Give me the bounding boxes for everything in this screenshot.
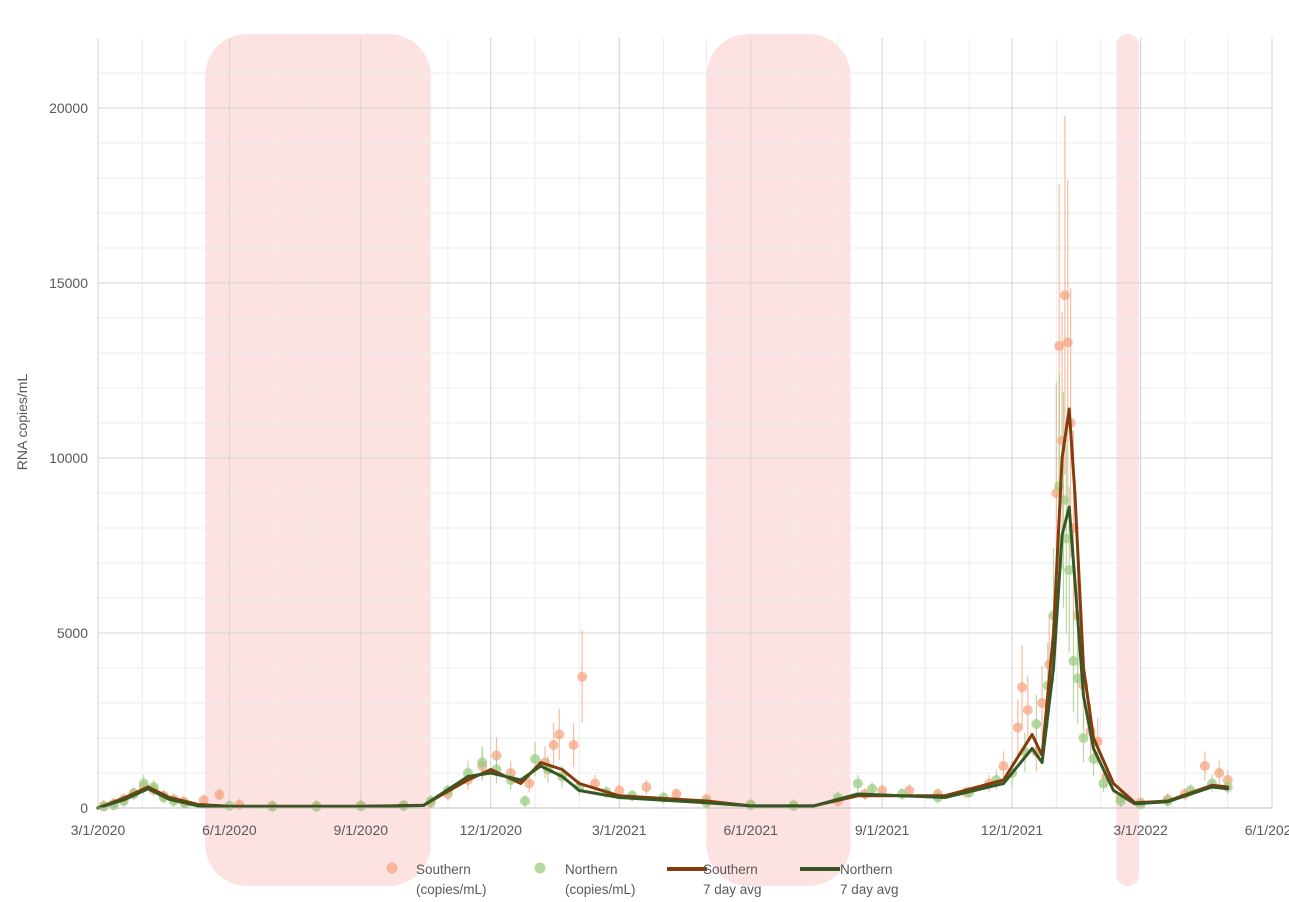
data-point <box>214 789 225 800</box>
data-point <box>554 729 565 740</box>
x-tick-label: 6/1/2022 <box>1245 822 1289 838</box>
data-point <box>1022 705 1033 715</box>
data-point <box>671 789 682 799</box>
x-tick-label: 6/1/2021 <box>723 822 778 838</box>
y-tick-label: 10000 <box>49 450 88 466</box>
data-point <box>1078 733 1089 743</box>
legend-label: 7 day avg <box>840 882 899 897</box>
data-point <box>1017 682 1028 693</box>
y-tick-label: 0 <box>80 800 88 816</box>
x-tick-label: 9/1/2021 <box>855 822 910 838</box>
x-tick-label: 12/1/2020 <box>460 822 522 838</box>
x-tick-label: 3/1/2022 <box>1113 822 1168 838</box>
shaded-period-1 <box>205 34 431 886</box>
x-tick-label: 12/1/2021 <box>981 822 1043 838</box>
data-point <box>867 783 878 794</box>
data-point <box>1059 290 1070 301</box>
data-point <box>530 754 541 764</box>
data-point <box>1012 722 1023 733</box>
legend: Southern(copies/mL)Northern(copies/mL)So… <box>386 862 899 897</box>
data-point <box>614 785 625 796</box>
y-tick-label: 15000 <box>49 275 88 291</box>
data-point <box>1054 341 1065 351</box>
x-tick-label: 3/1/2020 <box>71 822 126 838</box>
x-tick-label: 6/1/2020 <box>202 822 257 838</box>
data-point <box>491 750 502 761</box>
shaded-period-2 <box>706 34 851 886</box>
data-point <box>1062 337 1073 348</box>
legend-label: Northern <box>565 862 618 877</box>
x-tick-label: 3/1/2021 <box>592 822 647 838</box>
y-tick-label: 5000 <box>57 625 88 641</box>
data-point <box>568 740 579 750</box>
y-tick-label: 20000 <box>49 100 88 116</box>
x-tick-label: 9/1/2020 <box>334 822 389 838</box>
data-point <box>477 757 488 768</box>
data-point <box>852 778 863 789</box>
data-point <box>877 785 888 796</box>
shaded-periods <box>205 34 1140 886</box>
axes: 3/1/2020 6/1/2020 9/1/2020 12/1/2020 3/1/202… <box>49 100 1289 838</box>
data-point <box>1072 673 1083 684</box>
legend-entry-2: Northern (copies/mL) <box>534 862 636 897</box>
legend-marker <box>386 862 398 874</box>
data-point <box>1115 796 1126 806</box>
legend-label: (copies/mL) <box>416 882 487 897</box>
data-point <box>577 671 588 682</box>
y-axis-title: RNA copies/mL <box>14 374 30 471</box>
data-point <box>1031 719 1042 729</box>
data-point <box>1037 698 1048 708</box>
avg-lines <box>96 407 1230 810</box>
data-point <box>1068 656 1079 666</box>
data-point <box>1098 778 1109 789</box>
legend-label: Northern <box>840 862 893 877</box>
legend-label: Southern <box>416 862 471 877</box>
data-point <box>524 778 535 789</box>
series-line-2 <box>96 505 1230 810</box>
legend-entry-1: Southern (copies/mL) <box>386 862 487 897</box>
data-point <box>1064 565 1075 575</box>
shaded-period-3 <box>1116 34 1140 886</box>
data-point <box>1199 761 1210 771</box>
data-point <box>198 795 209 806</box>
data-point <box>520 796 531 806</box>
legend-label: Southern <box>703 862 758 877</box>
legend-marker <box>534 862 546 874</box>
data-point <box>998 761 1009 771</box>
legend-entry-4: Northern 7 day avg <box>800 862 899 897</box>
data-point <box>1214 768 1225 778</box>
legend-entry-3: Southern 7 day avg <box>667 862 762 897</box>
legend-label: 7 day avg <box>703 882 762 897</box>
data-point <box>548 740 559 750</box>
legend-label: (copies/mL) <box>565 882 636 897</box>
data-point <box>641 782 652 792</box>
data-point <box>897 789 908 799</box>
data-point <box>138 778 149 789</box>
